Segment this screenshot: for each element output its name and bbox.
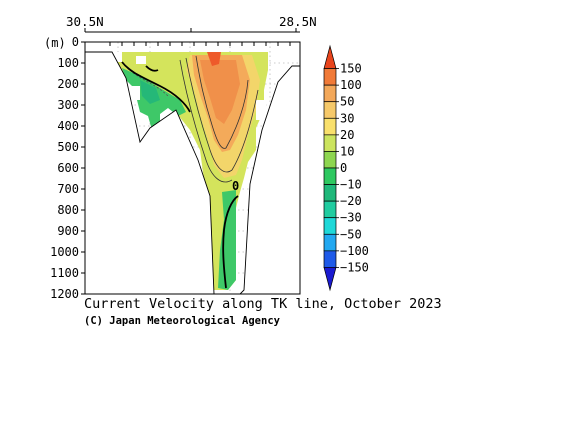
y-unit-label: (m) [44,36,66,50]
no-data-gap-2 [136,56,146,64]
y-axis-ticks: 0 100 200 300 400 500 600 700 800 900 1000 1100 1200 [50,35,85,301]
zero-contour-small [145,65,159,72]
chart-title: Current Velocity along TK line, October … [84,296,442,312]
chart-credit: (C) Japan Meteorological Agency [84,315,281,327]
y-tick-label-1000: 1000 [50,245,79,259]
y-tick-label-500: 500 [57,140,79,154]
colorbar-segment-1 [323,68,337,86]
colorbar-segment-4 [323,117,337,136]
colorbar-label-2: 50 [340,95,354,109]
colorbar-label-4: 20 [340,128,354,142]
y-tick-label-0: 0 [72,35,79,49]
colorbar-label-6: 0 [340,161,347,175]
y-tick-label-1100: 1100 [50,266,79,280]
colorbar-label-1: 100 [340,78,362,92]
y-tick-label-200: 200 [57,77,79,91]
y-tick-label-400: 400 [57,119,79,133]
no-data-gap-1 [114,52,122,62]
bathymetry-mask-east [238,65,301,295]
zero-contour [121,61,239,289]
colorbar-segment-12 [323,250,337,268]
top-axis-ticks [84,28,300,46]
colorbar-label-3: 30 [340,111,354,125]
colorbar-segment-3 [323,101,337,119]
field-core-inner [200,60,240,124]
y-tick-label-900: 900 [57,224,79,238]
colorbar-segment-5 [323,134,337,152]
colorbar-label-0: 150 [340,62,362,76]
y-tick-label-600: 600 [57,161,79,175]
contour-line-2 [185,57,259,173]
colorbar-segment-11 [323,233,337,252]
lat-label-left: 30.5N [66,14,104,29]
y-tick-label-1200: 1200 [50,287,79,301]
lat-label-right: 28.5N [279,14,317,29]
colorbar-label-8: −20 [340,194,362,208]
contour-lines [129,55,259,183]
contour-label-zero: 0 [232,179,239,193]
zero-contour-west [121,61,191,113]
colorbar-label-7: −10 [340,178,362,192]
colorbar-segment-10 [323,217,337,235]
contour-line-1 [195,55,249,149]
colorbar-segment-7 [323,167,337,185]
colorbar-segment-8 [323,184,337,202]
colorbar-top-triangle [323,44,337,69]
y-tick-label-300: 300 [57,98,79,112]
field-negative-deep [218,190,236,290]
field-negative-west-deep [140,80,160,104]
no-data-gap-3 [128,86,140,100]
colorbar-label-5: 10 [340,144,354,158]
no-data-gap-4 [256,100,266,120]
field-core-max [207,52,221,66]
contour-line-3 [179,59,233,183]
colorbar-segment-9 [323,200,337,219]
colorbar-label-11: −100 [340,244,369,258]
colorbar-segment-6 [323,151,337,169]
y-tick-label-800: 800 [57,203,79,217]
y-tick-label-100: 100 [57,56,79,70]
colorbar-segment-2 [323,84,337,103]
y-tick-label-700: 700 [57,182,79,196]
colorbar-bottom-triangle [323,267,337,292]
colorbar-label-12: −150 [340,260,369,274]
colorbar-label-10: −50 [340,227,362,241]
bathymetry-mask [84,51,215,295]
zero-contour-deep [222,195,239,289]
colorbar-label-9: −30 [340,211,362,225]
